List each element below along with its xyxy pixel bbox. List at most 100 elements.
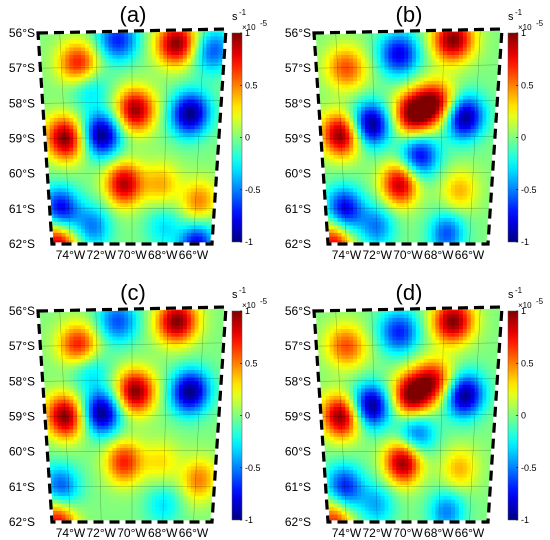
field-cell [81,69,86,75]
field-cell [372,132,378,138]
field-cell [124,62,129,67]
field-cell [372,106,378,112]
field-cell [474,132,480,138]
field-cell [364,162,370,167]
field-cell [396,62,401,67]
field-cell [85,180,90,186]
field-cell [85,188,90,193]
field-cell [179,114,184,119]
field-cell [325,69,331,75]
field-cell [135,47,141,52]
field-cell [206,151,211,156]
field-cell [202,51,208,56]
field-cell [194,140,200,145]
field-cell [96,40,102,45]
field-cell [202,140,208,145]
field-cell [104,225,110,230]
field-cell [486,62,491,67]
field-cell [77,95,82,101]
field-cell [349,136,354,141]
field-cell [65,54,70,60]
field-cell [341,121,346,126]
field-cell [368,147,374,152]
field-cell [423,62,429,67]
field-cell [368,151,374,156]
field-cell [314,166,319,171]
field-cell [333,66,339,71]
field-cell [96,225,102,230]
field-cell [128,229,133,234]
field-cell [462,54,468,60]
field-cell [408,92,413,97]
field-cell [135,58,141,63]
field-cell [179,69,184,75]
field-cell [396,103,401,108]
field-cell [470,117,476,123]
field-cell [349,184,354,189]
field-cell [482,173,487,178]
field-cell [120,136,125,141]
field-cell [427,69,433,75]
field-cell [392,192,397,197]
field-cell [419,58,425,63]
field-cell [202,229,208,234]
field-cell [167,92,172,97]
field-cell [462,36,468,41]
field-cell [222,169,226,175]
field-cell [194,221,200,227]
field-cell [486,47,491,52]
field-cell [206,210,211,215]
field-cell [384,110,390,115]
field-cell [451,92,456,97]
field-cell [384,169,390,175]
field-cell [486,188,491,193]
field-cell [171,136,176,141]
field-cell [143,169,149,175]
field-cell [104,43,110,49]
field-cell [345,169,350,175]
field-cell [314,36,319,41]
field-cell [337,77,343,82]
field-cell [478,180,484,186]
field-cell [77,180,82,186]
field-cell [333,88,339,93]
field-cell [345,32,350,38]
field-cell [104,195,110,201]
field-cell [214,117,219,123]
field-cell [167,210,172,215]
field-cell [116,47,121,52]
field-cell [57,69,63,75]
field-cell [458,95,464,101]
field-cell [210,92,215,97]
field-cell [194,88,200,93]
field-cell [96,206,102,212]
field-cell [443,58,448,63]
field-cell [120,177,125,182]
field-cell [124,203,129,208]
field-cell [462,106,468,112]
field-cell [329,188,335,193]
field-cell [179,136,184,141]
field-cell [155,58,161,63]
field-cell [167,229,172,234]
field-cell [400,117,405,123]
field-cell [404,58,409,63]
field-cell [116,36,121,41]
field-cell [171,225,176,230]
field-cell [380,40,386,45]
field-cell [458,43,464,49]
field-cell [194,225,200,230]
field-cell [163,140,168,145]
field-cell [155,232,161,238]
field-cell [53,158,59,164]
field-cell [368,47,374,52]
field-cell [85,218,90,223]
field-cell [218,218,223,223]
field-cell [139,158,145,164]
field-cell [159,203,164,208]
field-cell [458,77,464,82]
field-cell [132,173,137,178]
field-cell [431,151,437,156]
field-cell [364,95,370,101]
field-cell [447,73,452,78]
